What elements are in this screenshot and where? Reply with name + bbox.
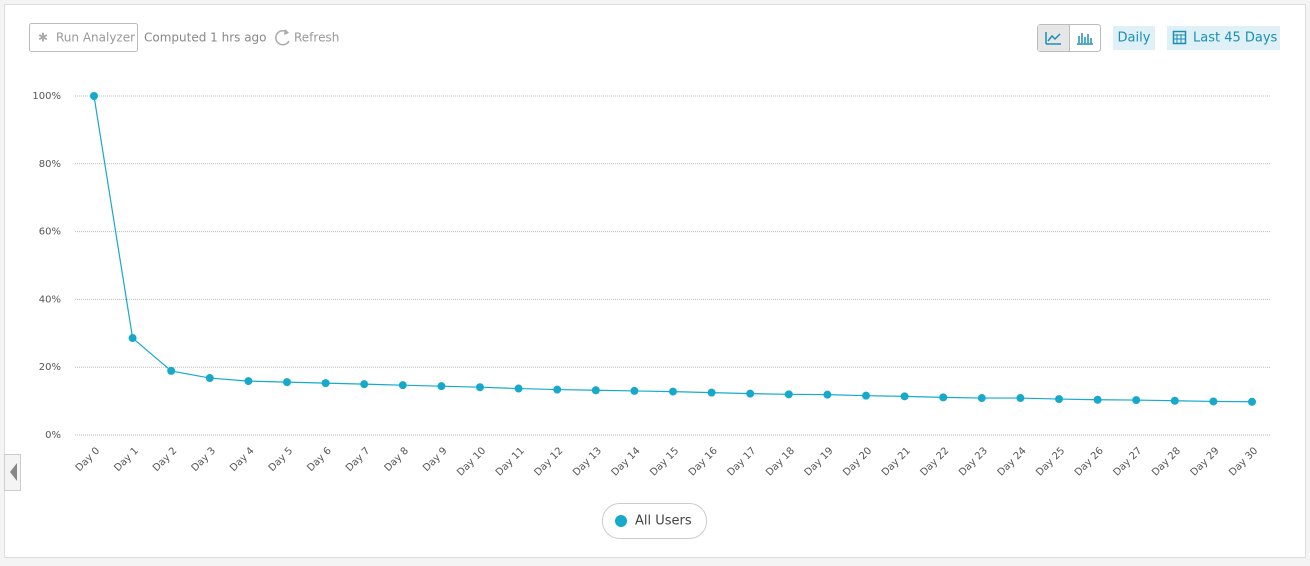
data-point bbox=[823, 390, 832, 399]
data-point bbox=[360, 380, 369, 389]
data-point bbox=[167, 366, 176, 375]
data-point bbox=[321, 379, 330, 388]
legend-marker bbox=[615, 515, 627, 527]
data-point bbox=[398, 381, 407, 390]
refresh-label[interactable]: Refresh bbox=[294, 31, 339, 45]
legend[interactable]: All Users bbox=[602, 503, 707, 539]
range-button[interactable]: Last 45 Days bbox=[1167, 26, 1280, 50]
refresh-button[interactable]: Refresh bbox=[275, 29, 340, 46]
run-analyzer-button[interactable]: ✱ Run Analyzer bbox=[29, 23, 138, 52]
data-point bbox=[1016, 394, 1025, 403]
data-point bbox=[630, 386, 639, 395]
data-point bbox=[1248, 397, 1256, 406]
y-tick-label: 60% bbox=[39, 227, 61, 238]
data-point bbox=[939, 393, 948, 402]
data-point bbox=[514, 384, 523, 393]
data-point bbox=[707, 388, 716, 397]
data-point bbox=[90, 92, 98, 100]
data-point bbox=[746, 389, 755, 398]
data-point bbox=[591, 386, 600, 395]
data-point bbox=[128, 334, 137, 343]
data-point bbox=[437, 382, 446, 391]
legend-label[interactable]: All Users bbox=[635, 514, 692, 529]
svg-text:✱: ✱ bbox=[38, 31, 48, 45]
data-point bbox=[205, 374, 214, 383]
data-point bbox=[476, 383, 484, 392]
data-point bbox=[553, 385, 562, 394]
data-point bbox=[1209, 397, 1218, 406]
data-point bbox=[1055, 395, 1063, 404]
interval-label[interactable]: Daily bbox=[1118, 31, 1151, 46]
run-analyzer-label[interactable]: Run Analyzer bbox=[56, 31, 135, 45]
computed-status: Computed 1 hrs ago bbox=[144, 31, 267, 45]
data-point bbox=[1170, 396, 1179, 405]
data-point bbox=[862, 391, 870, 400]
y-tick-label: 80% bbox=[39, 159, 61, 170]
y-tick-label: 100% bbox=[32, 91, 61, 102]
data-point bbox=[1093, 395, 1102, 404]
y-tick-label: 0% bbox=[45, 430, 61, 441]
data-point bbox=[244, 377, 253, 386]
chart-type-toggle[interactable] bbox=[1037, 24, 1101, 52]
range-label[interactable]: Last 45 Days bbox=[1193, 31, 1278, 46]
data-point bbox=[784, 390, 793, 399]
data-point bbox=[977, 394, 986, 403]
data-point bbox=[669, 387, 677, 396]
collapse-tab[interactable] bbox=[4, 454, 21, 491]
data-point bbox=[1132, 396, 1141, 405]
panel bbox=[4, 4, 1306, 558]
y-tick-label: 20% bbox=[39, 362, 61, 373]
y-tick-label: 40% bbox=[39, 294, 61, 305]
interval-button[interactable]: Daily bbox=[1113, 26, 1155, 50]
data-point bbox=[283, 378, 291, 387]
data-point bbox=[900, 392, 909, 401]
